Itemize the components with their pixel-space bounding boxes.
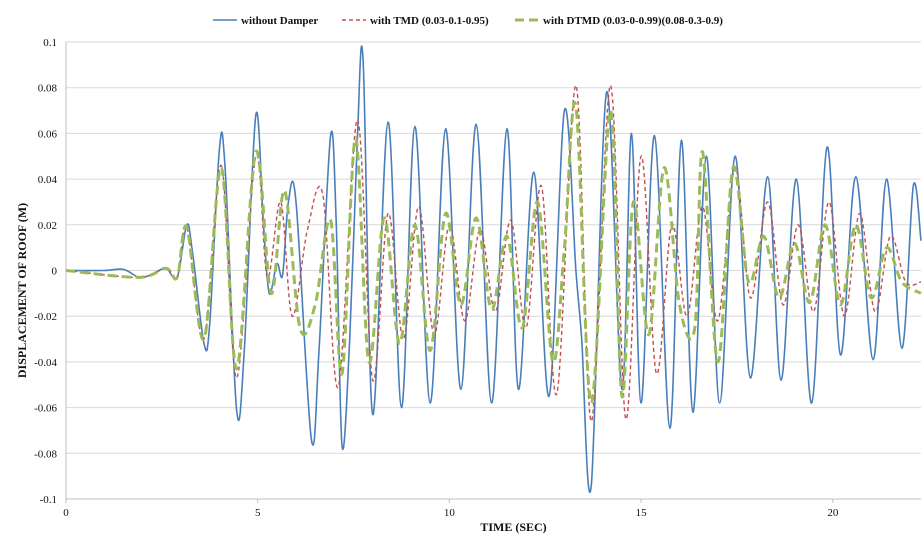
x-tick-label: 20 (827, 507, 839, 519)
x-tick-label: 10 (444, 507, 456, 519)
x-axis-title: TIME (SEC) (480, 520, 546, 534)
series-line-with-dtmd-0-03-0-0-99-0-08-0-3-0-9 (65, 101, 922, 405)
y-tick-label: -0.08 (34, 448, 57, 460)
y-tick-label: -0.02 (34, 311, 57, 323)
legend: without Damper with TMD (0.03-0.1-0.95) wi… (213, 15, 723, 27)
y-tick-label: -0.06 (34, 403, 57, 415)
y-tick-label: -0.1 (40, 494, 57, 506)
x-tick-label: 15 (636, 507, 648, 519)
y-tick-label: 0 (52, 266, 58, 278)
y-tick-label: 0.02 (38, 220, 57, 232)
legend-label: with DTMD (0.03-0-0.99)(0.08-0.3-0.9) (543, 15, 723, 27)
legend-label: without Damper (241, 15, 318, 27)
series-lines (65, 45, 922, 494)
axes: -0.1 -0.08 -0.06 -0.04 -0.02 0 0.02 0.04 0.06 0.0… (34, 37, 921, 519)
y-tick-label: -0.04 (34, 357, 57, 369)
y-tick-label: 0.08 (38, 83, 58, 95)
y-axis-title: DISPLACEMENT OF ROOF (M) (15, 203, 29, 378)
y-tick-label: 0.04 (38, 174, 58, 186)
x-tick-label: 0 (63, 507, 69, 519)
y-tick-label: 0.1 (43, 37, 57, 49)
series-line-with-tmd-0-03-0-1-0-95 (65, 84, 922, 422)
x-tick-label: 5 (255, 507, 261, 519)
gridlines (66, 41, 921, 500)
legend-label: with TMD (0.03-0.1-0.95) (370, 15, 489, 27)
series-line-without-damper (65, 45, 922, 494)
y-tick-label: 0.06 (38, 128, 58, 140)
